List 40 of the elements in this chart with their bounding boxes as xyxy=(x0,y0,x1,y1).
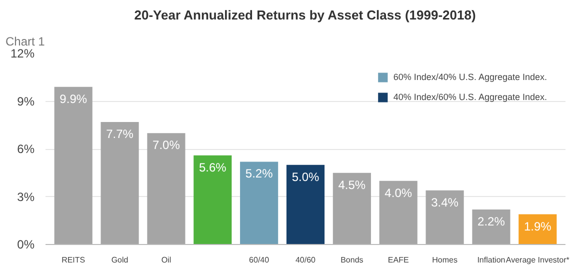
y-tick-label: 12% xyxy=(10,46,35,60)
x-tick-label: Average Investor* xyxy=(506,256,570,264)
bar xyxy=(332,172,371,244)
x-tick-label: REITS xyxy=(62,256,86,264)
bar xyxy=(472,209,510,244)
data-label: 4.5% xyxy=(338,178,366,192)
bar xyxy=(240,162,278,244)
x-tick-label: Bonds xyxy=(340,256,364,264)
x-tick-label: Oil xyxy=(161,256,172,264)
data-label: 5.0% xyxy=(292,170,320,184)
bar xyxy=(286,164,325,244)
x-tick-label: Inflation xyxy=(477,256,506,264)
x-tick-label: EAFE xyxy=(388,256,409,264)
y-tick-label: 0% xyxy=(17,238,35,252)
x-tick-label: Gold xyxy=(111,256,128,264)
caption: Chart 1 xyxy=(6,34,46,48)
bar xyxy=(147,133,186,244)
data-label: 4.0% xyxy=(384,186,412,200)
y-tick-label: 9% xyxy=(17,94,35,108)
data-label: 9.9% xyxy=(60,92,88,106)
data-label: 5.2% xyxy=(245,166,274,181)
chart-title: 20-Year Annualized Returns by Asset Class (1999-2018) xyxy=(134,8,476,22)
y-tick-label: 3% xyxy=(17,190,35,204)
data-label: 1.9% xyxy=(524,219,552,234)
data-label: 7.7% xyxy=(106,126,134,141)
legend-label: 60% Index/40% U.S. Aggregate Index. xyxy=(393,72,547,82)
bar xyxy=(100,122,139,244)
y-tick-label: 6% xyxy=(17,142,35,156)
data-label: 2.2% xyxy=(478,214,506,228)
bar xyxy=(379,180,418,244)
data-label: 5.6% xyxy=(198,160,227,174)
bar xyxy=(194,155,232,244)
x-tick-label: 40/60 xyxy=(295,256,316,264)
data-label: 7.0% xyxy=(152,138,180,152)
x-tick-label: 60/40 xyxy=(249,256,270,264)
legend-label: 40% Index/60% U.S. Aggregate Index. xyxy=(393,92,547,102)
bar xyxy=(426,190,464,244)
data-label: 3.4% xyxy=(431,195,459,210)
x-tick-label: Homes xyxy=(432,256,458,264)
bar xyxy=(54,86,92,244)
